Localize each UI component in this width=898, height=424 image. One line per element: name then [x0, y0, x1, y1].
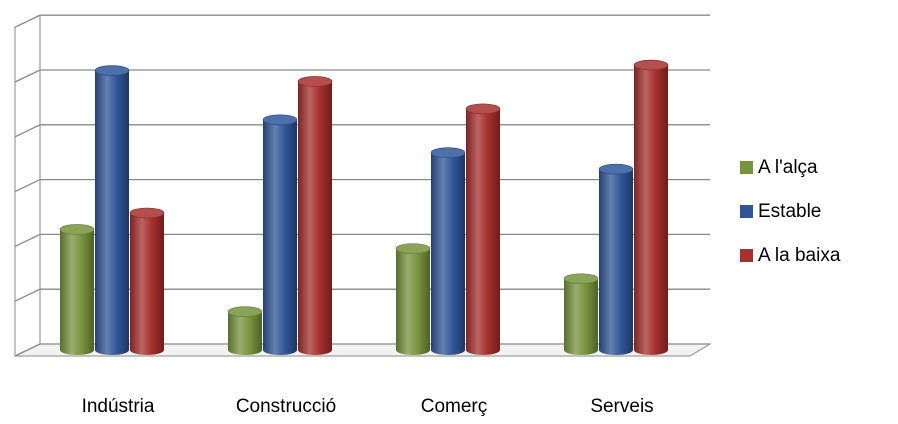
bar — [129, 207, 165, 355]
bar — [465, 103, 501, 355]
category-labels: Indústria Construcció Comerç Serveis — [82, 396, 654, 417]
bar — [94, 65, 130, 356]
legend-item: A la baixa — [740, 245, 841, 266]
bar — [563, 273, 599, 355]
bar-body — [431, 152, 465, 355]
bar-cap — [598, 163, 634, 175]
gridline — [14, 69, 710, 83]
bar-cap — [129, 207, 165, 219]
legend-swatch — [740, 161, 753, 174]
bar-body — [634, 65, 668, 355]
bar-cap — [563, 273, 599, 285]
bar — [227, 306, 263, 355]
bar-body — [228, 311, 262, 355]
bar-cap — [94, 65, 130, 76]
bar-cap — [430, 147, 466, 159]
bar-body — [263, 119, 297, 355]
bar-body — [60, 229, 94, 355]
category-label: Comerç — [421, 396, 488, 417]
bar-cap — [465, 103, 501, 115]
bar-body — [95, 70, 129, 356]
bar — [430, 147, 466, 355]
bar-cap — [395, 243, 431, 254]
bar-body — [298, 81, 332, 355]
bar-cap — [262, 114, 298, 126]
bar-cap — [59, 224, 95, 235]
category-label: Construcció — [236, 396, 336, 417]
bar-body — [564, 278, 598, 355]
bar-cap — [227, 306, 263, 317]
bars — [59, 59, 669, 356]
bar — [633, 59, 669, 355]
legend-label: A l'alça — [758, 157, 818, 178]
bar-body — [396, 248, 430, 355]
legend-label: A la baixa — [758, 245, 841, 266]
legend-label: Estable — [758, 201, 821, 222]
bar-body — [466, 108, 500, 355]
bar-cap — [297, 76, 333, 87]
bar — [395, 243, 431, 355]
legend-item: A l'alça — [740, 157, 818, 178]
bar-body — [130, 213, 164, 355]
bar — [262, 114, 298, 355]
bar — [59, 224, 95, 355]
category-label: Indústria — [82, 396, 155, 417]
legend: A l'alça Estable A la baixa — [740, 157, 841, 266]
bar — [297, 76, 333, 355]
legend-item: Estable — [740, 201, 821, 222]
legend-swatch — [740, 249, 753, 262]
category-label: Serveis — [590, 396, 653, 417]
gridline — [14, 14, 710, 28]
legend-swatch — [740, 205, 753, 218]
bar — [598, 163, 634, 355]
bar-body — [599, 169, 633, 355]
bar-cap — [633, 59, 669, 71]
